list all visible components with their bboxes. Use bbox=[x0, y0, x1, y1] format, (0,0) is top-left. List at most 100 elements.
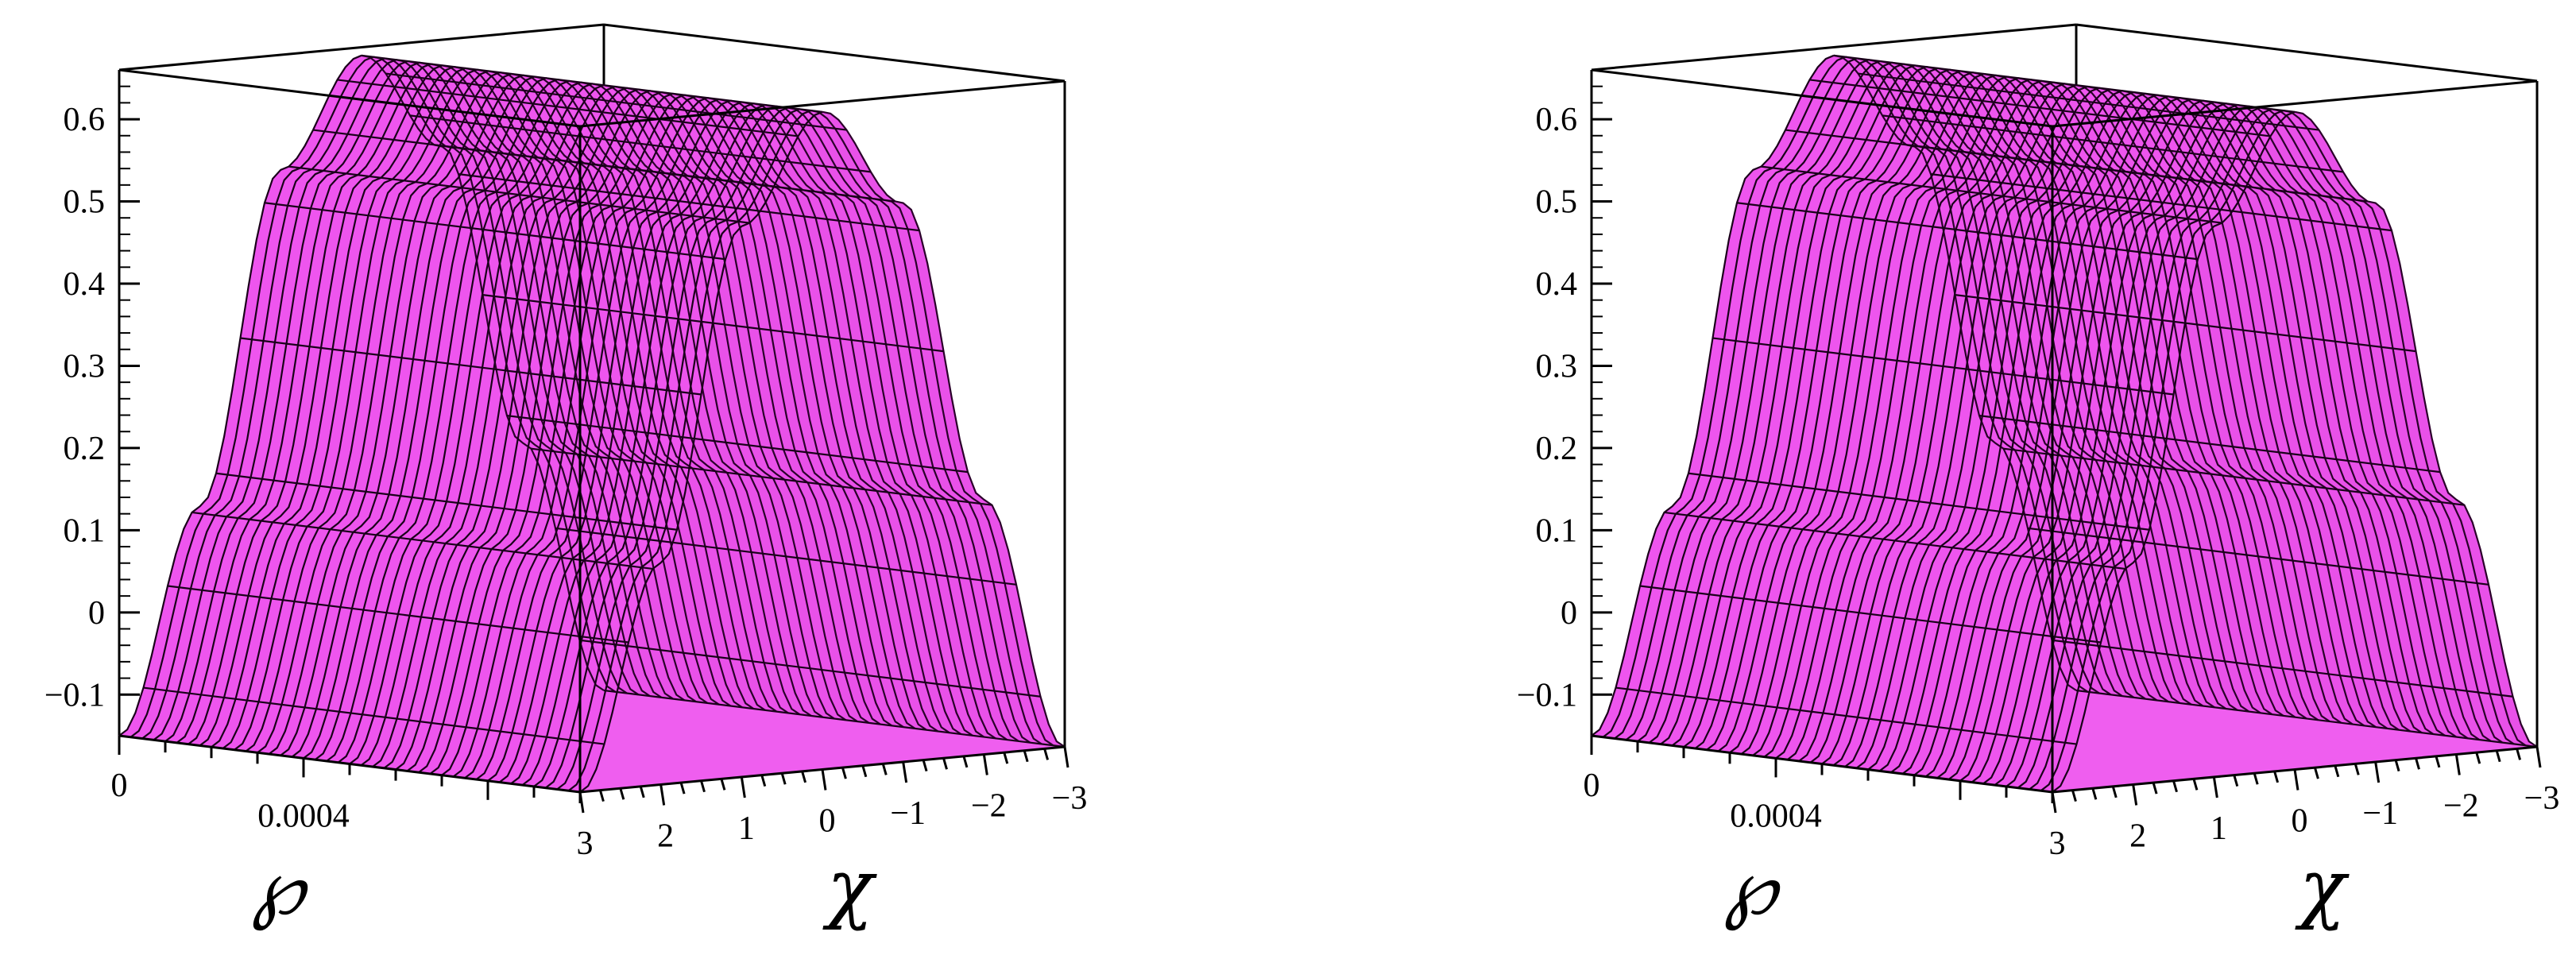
mesh-line bbox=[1809, 79, 2271, 137]
x-axis: 0 0.0004 bbox=[1584, 736, 2054, 834]
y-tick bbox=[902, 761, 908, 783]
y-tick bbox=[881, 763, 888, 775]
y-tick bbox=[942, 757, 948, 770]
y-tick bbox=[2192, 778, 2199, 791]
y-tick bbox=[2394, 760, 2400, 772]
y-tick bbox=[841, 767, 847, 779]
surface-plot-panel-2: 0.6 0.5 0.4 0.3 0.2 0.1 0 −0.1 0 0.0004 3 2 1 0 −1 −2 −3… bbox=[1517, 23, 2559, 932]
y-tick bbox=[760, 775, 767, 787]
mesh-line bbox=[1882, 114, 2344, 173]
y-tick bbox=[2435, 756, 2441, 768]
z-tick-label: 0 bbox=[88, 595, 105, 632]
y-tick bbox=[2071, 790, 2077, 802]
mesh-line bbox=[1712, 337, 2174, 396]
z-tick-label: 0.3 bbox=[64, 348, 106, 385]
y-tick bbox=[2172, 780, 2178, 793]
x-tick-label: 0 bbox=[1584, 767, 1600, 804]
y-tick-label: 3 bbox=[2049, 825, 2066, 862]
z-tick-label: 0.2 bbox=[64, 431, 106, 467]
y-tick-label: −3 bbox=[1052, 780, 1088, 817]
y-tick bbox=[780, 772, 787, 785]
mesh-line bbox=[1906, 144, 2368, 203]
box-edge bbox=[603, 23, 1066, 83]
y-tick bbox=[598, 790, 605, 802]
mesh-line bbox=[1664, 511, 2125, 570]
mesh-line bbox=[1736, 202, 2199, 261]
y-tick bbox=[1043, 748, 1050, 760]
y-axis: 3 2 1 0 −1 −2 −3 bbox=[577, 746, 1088, 862]
mesh-line bbox=[2027, 527, 2489, 586]
mesh-line bbox=[1858, 72, 2319, 131]
z-tick-label: 0.1 bbox=[64, 512, 106, 549]
y-tick-label: 1 bbox=[738, 810, 755, 847]
mesh bbox=[118, 54, 1066, 794]
mesh-line bbox=[240, 337, 702, 396]
z-tick-label: 0.4 bbox=[1536, 266, 1578, 303]
y-tick bbox=[578, 791, 585, 814]
y-tick bbox=[740, 776, 746, 798]
y-tick bbox=[861, 765, 868, 778]
mesh bbox=[1591, 54, 2538, 794]
x-tick-label: 0.0004 bbox=[257, 798, 350, 834]
mesh-line bbox=[2052, 639, 2513, 698]
y-tick-label: −2 bbox=[2443, 788, 2479, 825]
y-tick bbox=[2374, 761, 2381, 783]
mesh-line bbox=[1591, 54, 1835, 737]
y-tick-label: −1 bbox=[890, 795, 926, 832]
x-axis-title: ℘ bbox=[252, 843, 309, 932]
z-tick-label: 0.3 bbox=[1536, 348, 1578, 385]
surface-plot-panel-1: 0.6 0.5 0.4 0.3 0.2 0.1 0 −0.1 0 0.0004 3 2 1 0 −1 −2 −3… bbox=[44, 23, 1088, 932]
y-tick bbox=[2495, 750, 2501, 763]
box-edge bbox=[1591, 23, 2077, 72]
y-tick bbox=[679, 782, 686, 795]
y-tick-label: 2 bbox=[2129, 818, 2146, 855]
y-tick-label: 3 bbox=[577, 825, 594, 862]
mesh-line bbox=[361, 54, 823, 113]
mesh-line bbox=[603, 689, 1066, 748]
x-tick-label: 0 bbox=[111, 767, 128, 804]
z-axis: 0.6 0.5 0.4 0.3 0.2 0.1 0 −0.1 bbox=[44, 69, 140, 713]
mesh-line bbox=[264, 202, 726, 261]
y-tick bbox=[2273, 771, 2280, 783]
box-edge bbox=[2075, 23, 2538, 83]
mesh-line bbox=[1761, 165, 2222, 224]
mesh-line bbox=[215, 472, 678, 531]
mesh-line bbox=[385, 72, 847, 131]
mesh-line bbox=[143, 686, 605, 745]
mesh-line bbox=[458, 173, 920, 232]
y-tick bbox=[1063, 746, 1069, 768]
mesh-line bbox=[579, 639, 1041, 698]
y-tick bbox=[659, 784, 666, 806]
box-edge bbox=[118, 23, 605, 72]
mesh-line bbox=[167, 585, 629, 644]
y-tick bbox=[2293, 769, 2299, 791]
z-tick-label: 0.5 bbox=[1536, 184, 1578, 221]
z-tick-label: −0.1 bbox=[1517, 677, 1577, 713]
mesh-line bbox=[337, 79, 799, 137]
z-axis: 0.6 0.5 0.4 0.3 0.2 0.1 0 −0.1 bbox=[1517, 69, 1612, 713]
y-tick bbox=[2354, 763, 2360, 775]
box-edge bbox=[2052, 79, 2538, 128]
mesh-line bbox=[531, 447, 992, 506]
y-tick-label: 1 bbox=[2210, 810, 2227, 847]
y-tick bbox=[962, 756, 969, 768]
y-tick bbox=[2212, 776, 2218, 798]
box-edge bbox=[579, 79, 1066, 128]
y-tick bbox=[2313, 767, 2319, 779]
y-tick bbox=[2454, 754, 2461, 775]
surface-end-cap bbox=[2052, 111, 2537, 793]
mesh-line bbox=[1688, 472, 2150, 531]
surface-end-cap bbox=[580, 111, 1065, 793]
mesh-line bbox=[506, 415, 969, 474]
y-tick bbox=[2415, 757, 2420, 770]
mesh-line bbox=[288, 165, 750, 224]
mesh-line bbox=[409, 114, 872, 173]
y-tick-label: −2 bbox=[971, 788, 1007, 825]
y-tick bbox=[700, 780, 706, 793]
y-tick bbox=[720, 778, 726, 791]
z-tick-label: 0.6 bbox=[64, 102, 106, 138]
mesh-line bbox=[2075, 689, 2538, 748]
y-tick bbox=[1023, 750, 1029, 763]
y-tick bbox=[922, 760, 928, 772]
mesh-line bbox=[1978, 415, 2441, 474]
